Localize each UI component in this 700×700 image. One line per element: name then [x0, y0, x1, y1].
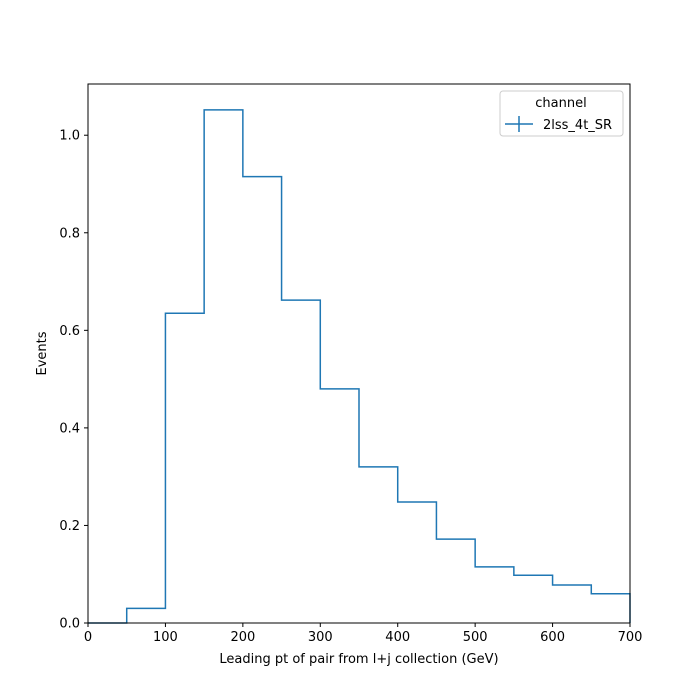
x-tick-label: 200	[230, 630, 255, 645]
legend-entry-label: 2lss_4t_SR	[543, 118, 612, 133]
y-tick-label: 1.0	[59, 129, 80, 144]
legend: channel 2lss_4t_SR	[499, 90, 624, 137]
x-tick-label: 300	[308, 630, 333, 645]
y-axis-label: Events	[35, 331, 50, 375]
axes-frame	[87, 83, 631, 624]
y-tick-label: 0.6	[59, 324, 80, 339]
histogram-series-2lss_4t_SR	[88, 109, 631, 624]
plot-area: 0 100 200 300 400 500 600 700 0.0 0.2 0.4 0.6 0.8 1.0	[59, 83, 643, 645]
y-tick-label: 0.8	[59, 226, 80, 241]
x-tick-label: 600	[540, 630, 565, 645]
x-tick-label: 0	[84, 630, 92, 645]
x-axis-label: Leading pt of pair from l+j collection (…	[219, 652, 498, 667]
x-tick-label: 100	[153, 630, 178, 645]
y-tick-label: 0.4	[59, 421, 80, 436]
x-tick-label: 700	[618, 630, 643, 645]
y-tick-label: 0.0	[59, 617, 80, 632]
y-tick-label: 0.2	[59, 519, 80, 534]
x-tick-label: 500	[463, 630, 488, 645]
legend-title: channel	[535, 96, 586, 111]
x-tick-label: 400	[385, 630, 410, 645]
